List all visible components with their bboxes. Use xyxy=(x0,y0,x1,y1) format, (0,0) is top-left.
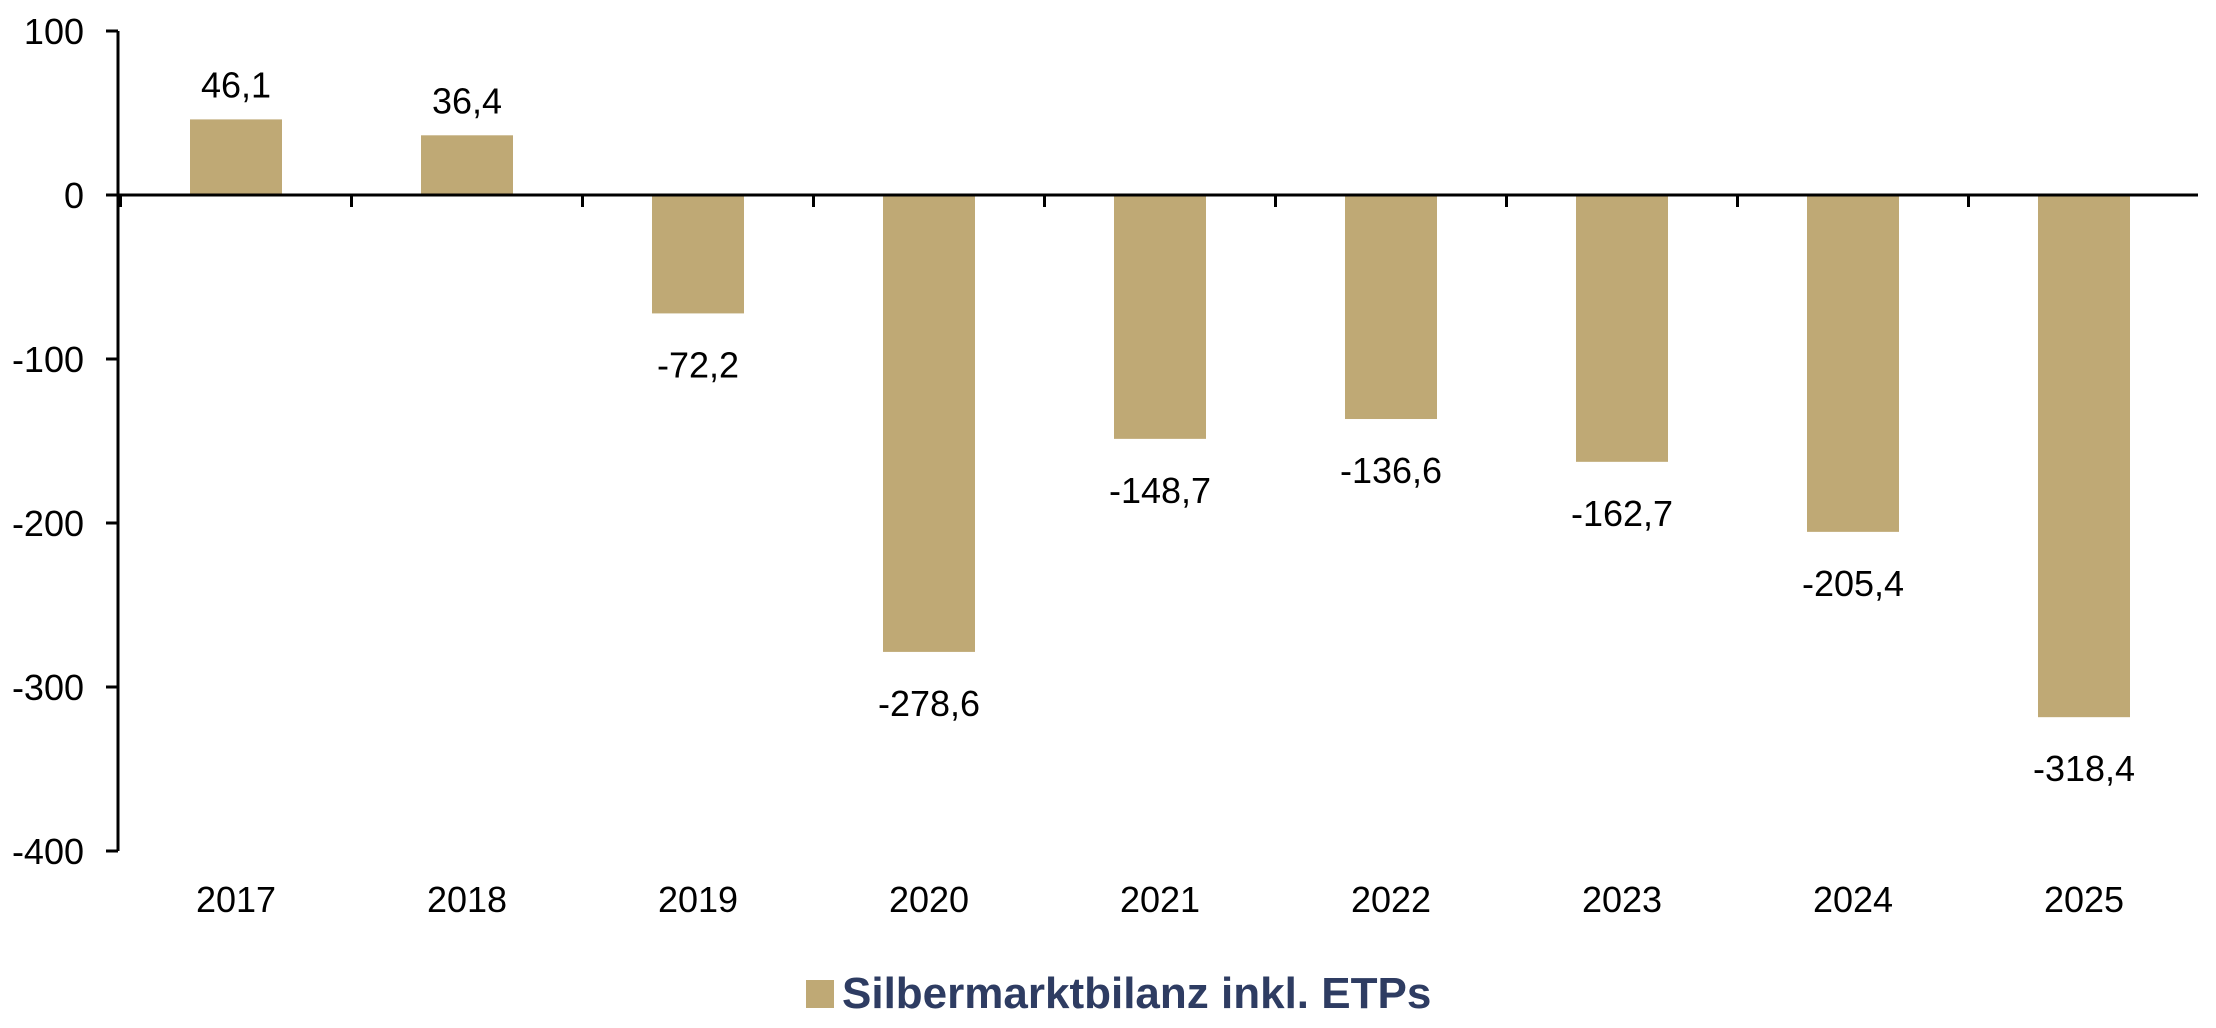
y-tick-label: -200 xyxy=(12,503,84,544)
x-tick-label: 2024 xyxy=(1813,879,1893,920)
bar-2022 xyxy=(1345,195,1437,420)
x-tick-label: 2020 xyxy=(889,879,969,920)
y-tick-label: -100 xyxy=(12,339,84,380)
bar-2025 xyxy=(2038,195,2130,718)
x-tick-label: 2019 xyxy=(658,879,738,920)
bar-2023 xyxy=(1576,195,1668,462)
x-tick-label: 2017 xyxy=(196,879,276,920)
bar-2019 xyxy=(652,195,744,314)
y-axis-ticks: 100 0 -100 -200 -300 -400 xyxy=(12,11,118,872)
y-tick-label: 100 xyxy=(24,11,84,52)
data-label-2020: -278,6 xyxy=(878,683,980,724)
data-label-2022: -136,6 xyxy=(1340,450,1442,491)
bar-2018 xyxy=(421,135,513,195)
bar-2020 xyxy=(883,195,975,652)
data-labels: 46,1 36,4 -72,2 -278,6 -148,7 -136,6 -162,7 -20… xyxy=(201,64,2135,789)
data-label-2021: -148,7 xyxy=(1109,470,1211,511)
x-tick-label: 2025 xyxy=(2044,879,2124,920)
legend: Silbermarktbilanz inkl. ETPs xyxy=(806,969,1431,1018)
axes xyxy=(116,31,2198,851)
data-label-2018: 36,4 xyxy=(432,80,502,121)
legend-label: Silbermarktbilanz inkl. ETPs xyxy=(842,969,1431,1018)
data-label-2025: -318,4 xyxy=(2033,748,2135,789)
data-label-2017: 46,1 xyxy=(201,64,271,105)
y-tick-label: 0 xyxy=(64,175,84,216)
data-label-2019: -72,2 xyxy=(657,344,739,385)
x-tick-label: 2018 xyxy=(427,879,507,920)
bar-2021 xyxy=(1114,195,1206,439)
bar-2017 xyxy=(190,119,282,195)
data-label-2023: -162,7 xyxy=(1571,493,1673,534)
y-tick-label: -300 xyxy=(12,667,84,708)
bars xyxy=(190,119,2130,718)
x-axis-ticks: 2017 2018 2019 2020 2021 2022 2023 2024 2025 xyxy=(119,195,2124,920)
data-label-2024: -205,4 xyxy=(1802,563,1904,604)
y-tick-label: -400 xyxy=(12,831,84,872)
bar-2024 xyxy=(1807,195,1899,532)
x-tick-label: 2023 xyxy=(1582,879,1662,920)
x-tick-label: 2021 xyxy=(1120,879,1200,920)
x-tick-label: 2022 xyxy=(1351,879,1431,920)
legend-swatch xyxy=(806,980,834,1008)
